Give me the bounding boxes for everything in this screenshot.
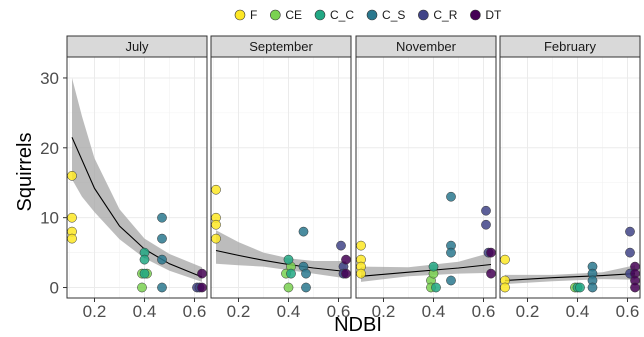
- facet-panels: July 0.2 0.4 0.6 September 0.2 0.4 0.6 November 0…: [66, 35, 641, 321]
- y-axis-title: Squirrels: [14, 133, 36, 212]
- y-tick-label: 30: [40, 69, 59, 88]
- data-point-c-r: [336, 240, 346, 251]
- fit-line: [504, 273, 636, 282]
- legend-key-f: [234, 9, 246, 21]
- x-tick-label: 0.4: [422, 302, 446, 321]
- data-point-c-s: [446, 247, 456, 258]
- data-point-c-c: [283, 254, 294, 265]
- panel-february: February 0.2 0.4 0.6: [499, 35, 641, 321]
- data-point-c-c: [575, 282, 585, 293]
- data-point-f: [211, 219, 221, 230]
- data-point-f: [67, 212, 77, 223]
- data-point-ce: [137, 282, 147, 293]
- data-point-c-s: [298, 226, 309, 237]
- legend-key-c-c: [314, 9, 326, 21]
- data-point-ce: [283, 282, 294, 293]
- legend-key-c-s: [366, 9, 378, 21]
- fit-line: [71, 137, 203, 278]
- data-point-dt: [486, 268, 496, 279]
- data-point-c-s: [157, 282, 167, 293]
- data-point-c-r: [481, 205, 491, 216]
- y-tick-label: 0: [50, 279, 59, 298]
- facet-strip: [499, 35, 641, 58]
- data-point-c-r: [625, 247, 635, 258]
- legend-label-f: F: [250, 8, 257, 22]
- data-point-c-s: [301, 268, 311, 279]
- x-tick-label: 0.2: [83, 302, 107, 321]
- data-point-c-r: [481, 219, 491, 230]
- confidence-ribbon: [361, 252, 491, 282]
- confidence-ribbon: [505, 265, 635, 284]
- y-tick-label: 10: [40, 209, 59, 228]
- confidence-ribbon: [216, 230, 346, 279]
- legend-label-ce: CE: [285, 8, 302, 22]
- x-axis-title: NDBI: [334, 314, 382, 336]
- data-point-dt: [486, 247, 496, 258]
- facet-strip: [66, 35, 208, 58]
- x-tick-label: 0.2: [372, 302, 396, 321]
- data-point-c-r: [625, 226, 635, 237]
- data-point-c-c: [139, 254, 150, 265]
- legend-key-ce: [270, 9, 281, 21]
- legend: F CE C_C C_S C_R DT: [234, 8, 502, 22]
- panel-background: [500, 57, 640, 298]
- legend-key-c-r: [418, 9, 429, 21]
- data-point-c-s: [157, 212, 167, 223]
- legend-label-dt: DT: [485, 8, 502, 22]
- data-point-c-c: [286, 268, 296, 279]
- data-point-c-s: [157, 233, 167, 244]
- data-point-c-c: [431, 282, 441, 293]
- data-point-c-s: [301, 282, 311, 293]
- data-point-c-c: [139, 268, 150, 279]
- data-point-f: [67, 233, 77, 244]
- facet-strip: [210, 35, 352, 58]
- x-tick-label: 0.6: [616, 302, 640, 321]
- facet-title-september: September: [249, 39, 313, 54]
- x-tick-label: 0.2: [516, 302, 540, 321]
- y-tick-label: 20: [40, 139, 59, 158]
- data-point-c-c: [428, 261, 439, 272]
- legend-label-c-s: C_S: [382, 8, 405, 22]
- facet-title-july: July: [125, 39, 149, 54]
- x-tick-label: 0.4: [566, 302, 590, 321]
- data-point-f: [356, 240, 366, 251]
- panel-september: September 0.2 0.4 0.6: [210, 35, 352, 321]
- x-tick-label: 0.6: [472, 302, 496, 321]
- fit-line: [215, 249, 347, 273]
- data-point-f: [211, 233, 221, 244]
- data-point-dt: [341, 268, 351, 279]
- legend-label-c-c: C_C: [330, 8, 354, 22]
- panel-july: July 0.2 0.4 0.6: [66, 35, 208, 321]
- x-tick-label: 0.4: [133, 302, 157, 321]
- data-point-c-s: [587, 282, 598, 293]
- data-point-c-s: [157, 254, 167, 265]
- x-tick-label: 0.2: [227, 302, 251, 321]
- data-point-f: [500, 254, 510, 265]
- data-point-f: [500, 282, 510, 293]
- data-point-dt: [341, 254, 351, 265]
- legend-label-c-r: C_R: [433, 8, 457, 22]
- facet-strip: [355, 35, 497, 58]
- legend-key-dt: [470, 9, 481, 21]
- confidence-ribbon: [72, 78, 202, 282]
- data-point-f: [67, 170, 77, 181]
- facet-title-february: February: [544, 39, 597, 54]
- x-tick-label: 0.6: [183, 302, 207, 321]
- x-tick-label: 0.6: [327, 302, 351, 321]
- data-point-dt: [197, 268, 207, 279]
- x-tick-label: 0.4: [277, 302, 301, 321]
- data-point-f: [356, 268, 366, 279]
- data-point-f: [211, 184, 221, 195]
- facet-title-november: November: [396, 39, 457, 54]
- data-point-dt: [197, 282, 207, 293]
- data-point-c-s: [446, 191, 456, 202]
- panel-november: November 0.2 0.4 0.6: [355, 35, 497, 321]
- y-axis: 0 10 20 30: [40, 69, 67, 298]
- data-point-c-s: [446, 275, 456, 286]
- data-point-dt: [630, 282, 640, 293]
